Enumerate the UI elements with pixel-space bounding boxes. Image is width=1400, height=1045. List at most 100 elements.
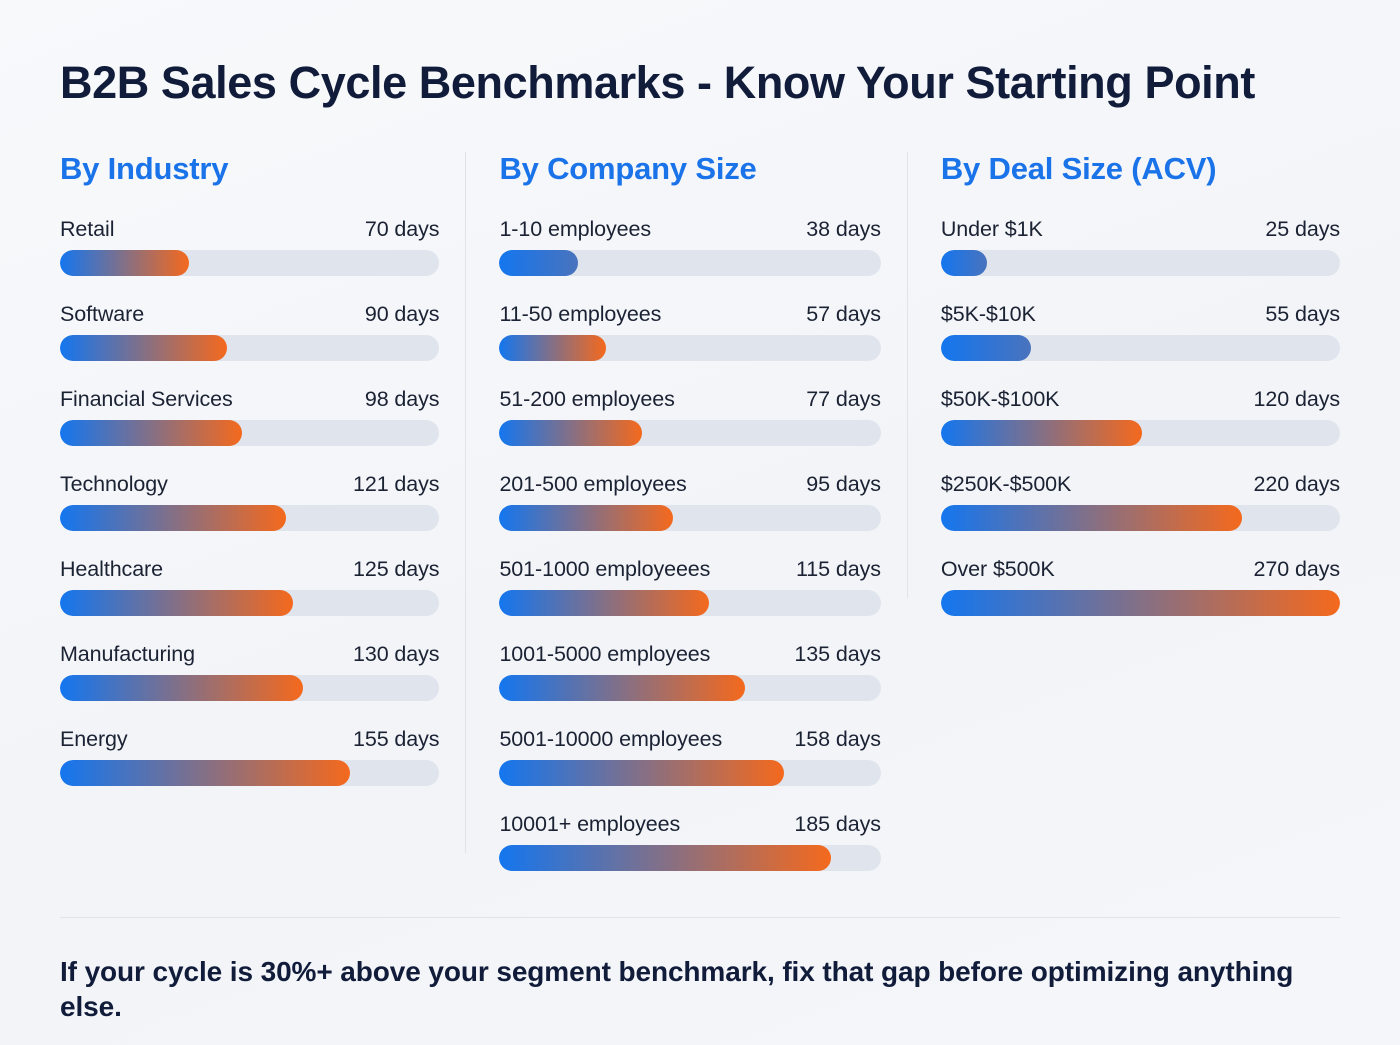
benchmark-bar-track	[499, 504, 881, 531]
benchmark-bar-track	[940, 589, 1340, 616]
benchmark-label: $5K-$10K	[940, 301, 1036, 326]
benchmark-row: 201-500 employees 95 days	[499, 471, 881, 531]
benchmark-value: 270 days	[1253, 556, 1341, 581]
benchmark-column-by-deal-size: By Deal Size (ACV) Under $1K 25 days $5K-$…	[906, 150, 1340, 616]
benchmark-bar-track	[499, 759, 881, 786]
benchmark-bar-fill	[499, 844, 832, 871]
benchmark-bar-fill	[499, 589, 710, 616]
benchmark-row-header: Financial Services 98 days	[60, 386, 440, 412]
benchmark-row-header: $5K-$10K 55 days	[941, 302, 1340, 327]
benchmark-bar-fill	[60, 504, 286, 531]
benchmark-row: Financial Services 98 days	[60, 386, 440, 446]
benchmark-row: Technology 121 days	[60, 471, 440, 531]
benchmark-row-header: Retail 70 days	[60, 216, 440, 242]
benchmark-row-header: 5001-10000 employees 158 days	[499, 726, 881, 752]
benchmark-bar-fill	[499, 249, 578, 276]
benchmark-label: 10001+ employees	[499, 811, 681, 836]
benchmark-bar-track	[940, 419, 1340, 446]
benchmark-value: 95 days	[806, 471, 881, 496]
benchmark-bar-fill	[60, 334, 227, 361]
benchmark-label: 1-10 employees	[499, 216, 652, 241]
benchmark-row-header: Technology 121 days	[60, 471, 440, 497]
benchmark-row-list: Retail 70 days Software 90 days Financial Se…	[60, 216, 440, 786]
benchmark-bar-fill	[499, 759, 784, 786]
benchmark-row: Under $1K 25 days	[940, 216, 1340, 276]
benchmark-value: 125 days	[352, 556, 440, 581]
benchmark-bar-track	[60, 334, 440, 361]
benchmark-bar-track	[499, 334, 881, 361]
benchmark-label: 51-200 employees	[499, 386, 675, 411]
benchmark-bar-track	[499, 249, 881, 276]
benchmark-bar-track	[499, 844, 881, 871]
benchmark-label: 1001-5000 employees	[499, 641, 711, 666]
benchmark-label: Retail	[60, 216, 115, 241]
benchmark-row-header: 1001-5000 employees 135 days	[499, 641, 881, 667]
benchmark-value: 121 days	[352, 471, 440, 496]
benchmark-value: 158 days	[794, 726, 881, 751]
benchmark-label: Manufacturing	[60, 641, 195, 666]
benchmark-value: 57 days	[806, 301, 881, 326]
benchmark-value: 90 days	[364, 301, 440, 326]
benchmark-value: 55 days	[1265, 301, 1340, 326]
benchmark-bar-fill	[940, 334, 1031, 361]
benchmark-label: 201-500 employees	[499, 471, 687, 496]
column-heading: By Deal Size (ACV)	[940, 150, 1217, 186]
benchmark-row: $50K-$100K 120 days	[940, 387, 1340, 446]
benchmark-bar-fill	[499, 674, 746, 701]
benchmark-bar-fill	[499, 419, 643, 446]
benchmark-label: $50K-$100K	[940, 386, 1060, 411]
benchmark-row-header: 10001+ employees 185 days	[499, 811, 881, 837]
benchmark-row: 5001-10000 employees 158 days	[499, 726, 881, 786]
benchmark-label: Under $1K	[940, 216, 1043, 241]
benchmark-value: 130 days	[352, 641, 440, 666]
benchmark-row: 11-50 employees 57 days	[499, 301, 881, 361]
column-heading: By Company Size	[499, 150, 757, 186]
benchmark-label: Financial Services	[60, 386, 233, 411]
benchmark-row-header: 201-500 employees 95 days	[499, 471, 881, 497]
benchmark-bar-track	[940, 334, 1340, 361]
benchmark-column-by-industry: By Industry Retail 70 days Software 90 days…	[60, 150, 465, 786]
benchmark-bar-track	[60, 674, 440, 701]
benchmark-label: Healthcare	[60, 556, 163, 581]
benchmark-bar-fill	[60, 589, 294, 616]
benchmark-bar-fill	[499, 334, 607, 361]
benchmark-bar-fill	[499, 504, 673, 531]
benchmark-bar-track	[499, 674, 881, 701]
benchmark-bar-track	[60, 419, 440, 446]
benchmark-row: Manufacturing 130 days	[60, 641, 440, 701]
benchmark-value: 38 days	[806, 216, 881, 241]
benchmark-row-header: $50K-$100K 120 days	[941, 387, 1340, 412]
benchmark-row: 1001-5000 employees 135 days	[499, 641, 881, 701]
benchmark-row: Energy 155 days	[60, 726, 440, 786]
benchmark-label: Energy	[60, 726, 128, 751]
benchmark-row-header: Healthcare 125 days	[60, 556, 440, 582]
footer-note: If your cycle is 30%+ above your segment…	[60, 955, 1294, 1022]
benchmark-value: 70 days	[364, 216, 440, 241]
benchmark-row-header: Over $500K 270 days	[941, 557, 1340, 582]
benchmark-row-list: Under $1K 25 days $5K-$10K 55 days $50K-$100…	[940, 216, 1340, 616]
column-heading: By Industry	[60, 150, 229, 186]
benchmark-value: 98 days	[364, 386, 440, 411]
benchmark-bar-track	[940, 249, 1340, 276]
benchmark-row: 51-200 employees 77 days	[499, 386, 881, 446]
benchmark-label: Software	[60, 301, 145, 326]
benchmark-bar-fill	[60, 759, 351, 786]
benchmark-row: 1-10 employees 38 days	[499, 216, 881, 276]
benchmark-row: Healthcare 125 days	[60, 556, 440, 616]
benchmark-row-header: 501-1000 employeees 115 days	[499, 557, 881, 582]
benchmark-column-by-company-size: By Company Size 1-10 employees 38 days 11-…	[465, 150, 906, 871]
benchmark-label: Over $500K	[940, 556, 1055, 581]
benchmark-bar-track	[940, 504, 1340, 531]
benchmark-row: $250K-$500K 220 days	[940, 471, 1340, 531]
benchmark-bar-track	[499, 589, 881, 616]
benchmark-row: 10001+ employees 185 days	[499, 811, 881, 871]
benchmark-bar-track	[499, 419, 881, 446]
benchmark-label: $250K-$500K	[940, 471, 1072, 496]
benchmark-row-header: 51-200 employees 77 days	[499, 386, 881, 412]
benchmark-row: $5K-$10K 55 days	[940, 302, 1340, 361]
benchmark-bar-track	[60, 249, 440, 276]
benchmark-row-list: 1-10 employees 38 days 11-50 employees 57 d…	[499, 216, 881, 871]
benchmark-value: 25 days	[1265, 216, 1340, 241]
benchmark-row-header: 11-50 employees 57 days	[499, 301, 881, 327]
